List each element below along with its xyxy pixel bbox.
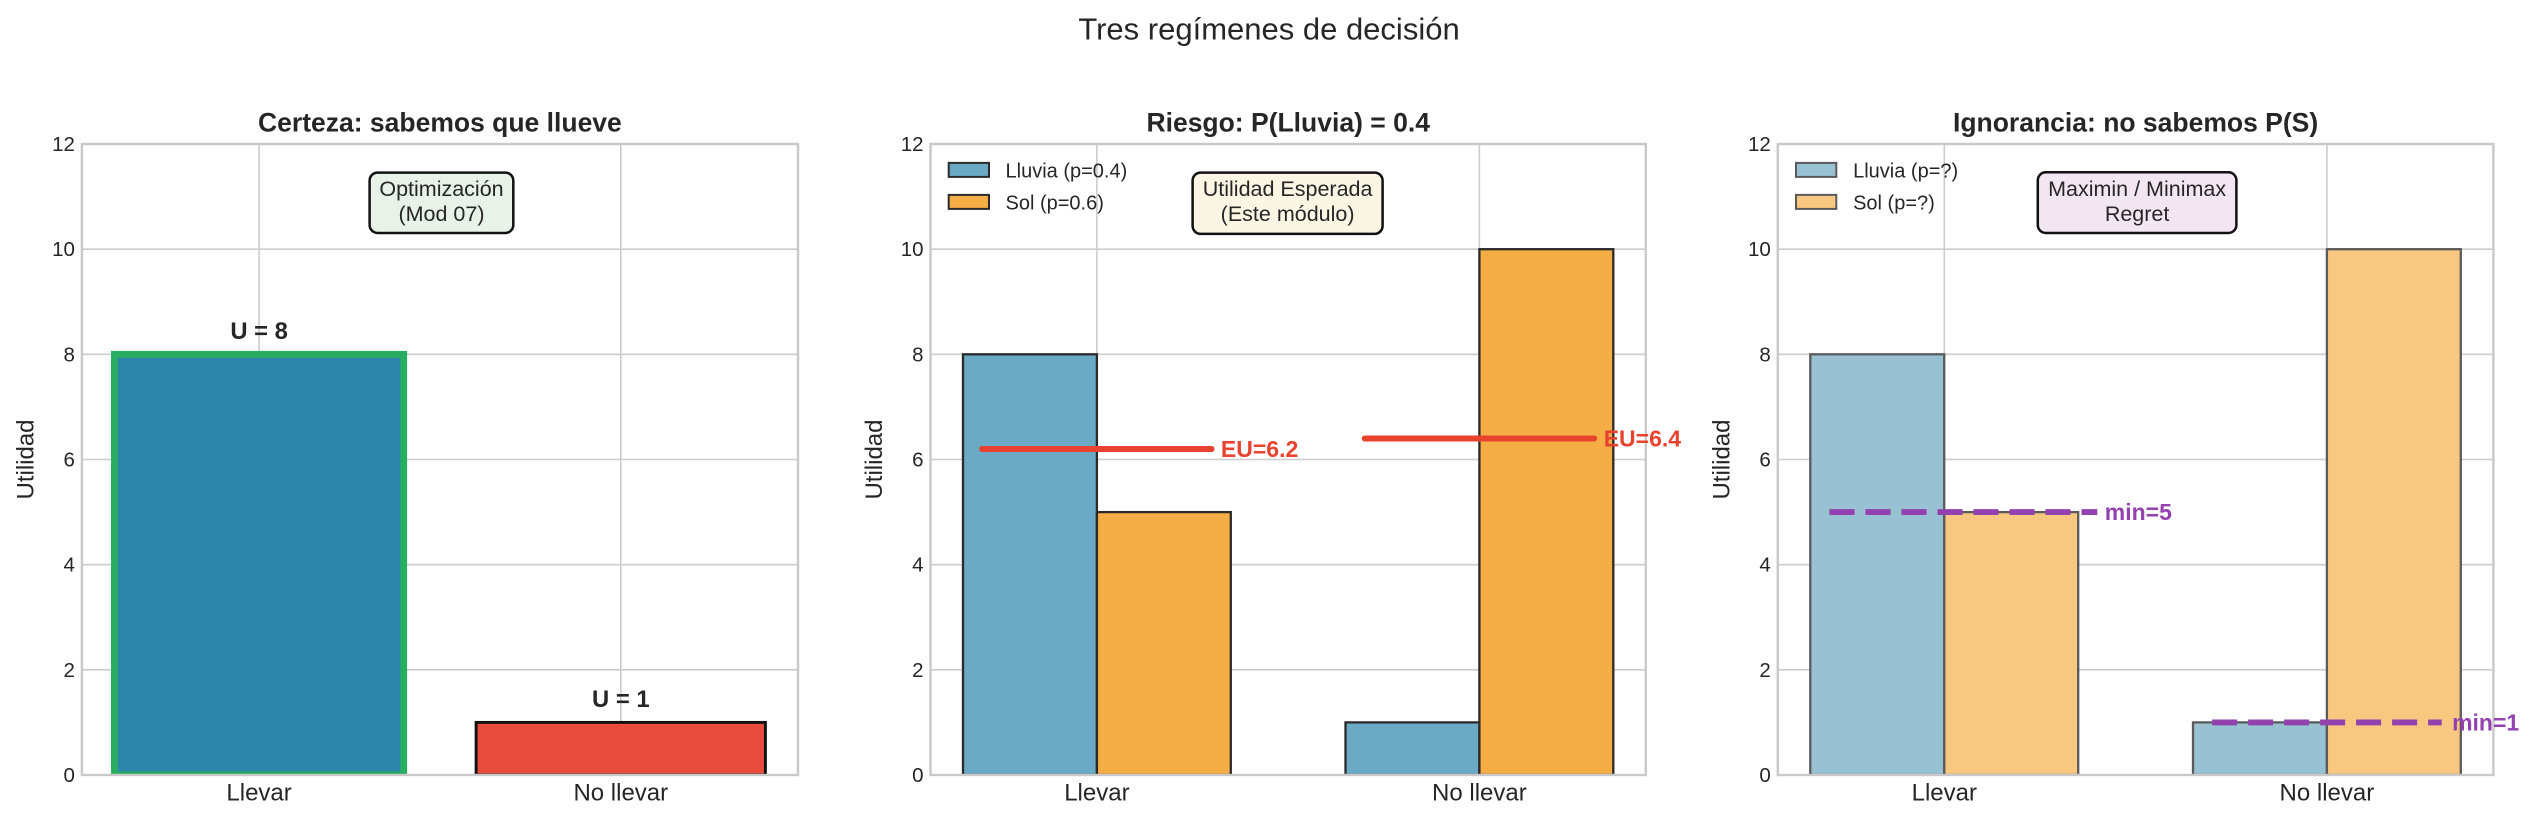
svg-text:U = 8: U = 8 [230,318,288,345]
svg-text:4: 4 [63,554,74,577]
svg-text:0: 0 [912,764,923,787]
svg-text:0: 0 [1759,764,1770,787]
svg-text:6: 6 [1759,449,1770,472]
svg-text:No llevar: No llevar [573,779,668,806]
svg-text:(Este módulo): (Este módulo) [1221,202,1355,226]
svg-text:No llevar: No llevar [1432,779,1527,806]
svg-text:Certeza: sabemos que llueve: Certeza: sabemos que llueve [258,108,622,138]
svg-text:Ignorancia: no sabemos P(S): Ignorancia: no sabemos P(S) [1953,108,2318,138]
svg-text:Sol (p=0.6): Sol (p=0.6) [1006,193,1104,215]
svg-text:2: 2 [63,659,74,682]
svg-text:6: 6 [63,449,74,472]
svg-text:U = 1: U = 1 [592,686,650,713]
svg-text:Utilidad: Utilidad [12,419,39,499]
svg-text:Regret: Regret [2105,202,2170,226]
svg-text:Tres regímenes de decisión: Tres regímenes de decisión [1078,12,1459,47]
svg-text:8: 8 [1759,343,1770,366]
svg-text:12: 12 [901,133,924,156]
svg-text:0: 0 [63,764,74,787]
svg-text:10: 10 [1748,238,1771,261]
svg-text:12: 12 [1748,133,1771,156]
svg-text:4: 4 [1759,554,1770,577]
svg-text:Lluvia (p=?): Lluvia (p=?) [1853,161,1958,183]
svg-text:EU=6.2: EU=6.2 [1221,436,1298,462]
svg-text:(Mod 07): (Mod 07) [398,202,484,226]
svg-text:Maximin / Minimax: Maximin / Minimax [2048,177,2226,201]
svg-text:Utilidad Esperada: Utilidad Esperada [1203,177,1373,201]
svg-text:4: 4 [912,554,923,577]
svg-text:Riesgo: P(Lluvia) = 0.4: Riesgo: P(Lluvia) = 0.4 [1146,108,1430,138]
svg-text:2: 2 [912,659,923,682]
svg-text:Llevar: Llevar [226,779,291,806]
svg-text:No llevar: No llevar [2280,779,2375,806]
svg-text:Llevar: Llevar [1064,779,1129,806]
svg-text:6: 6 [912,449,923,472]
svg-text:8: 8 [63,343,74,366]
svg-text:Utilidad: Utilidad [1708,419,1735,499]
svg-text:2: 2 [1759,659,1770,682]
svg-text:Sol (p=?): Sol (p=?) [1853,193,1935,215]
svg-text:Optimización: Optimización [379,177,503,201]
svg-text:Utilidad: Utilidad [861,419,888,499]
svg-text:Lluvia (p=0.4): Lluvia (p=0.4) [1006,161,1128,183]
svg-text:8: 8 [912,343,923,366]
svg-text:min=5: min=5 [2105,499,2172,525]
svg-text:min=1: min=1 [2452,709,2519,735]
svg-text:10: 10 [52,238,75,261]
svg-text:EU=6.4: EU=6.4 [1604,425,1682,451]
svg-text:10: 10 [901,238,924,261]
svg-text:Llevar: Llevar [1912,779,1977,806]
svg-text:12: 12 [52,133,75,156]
